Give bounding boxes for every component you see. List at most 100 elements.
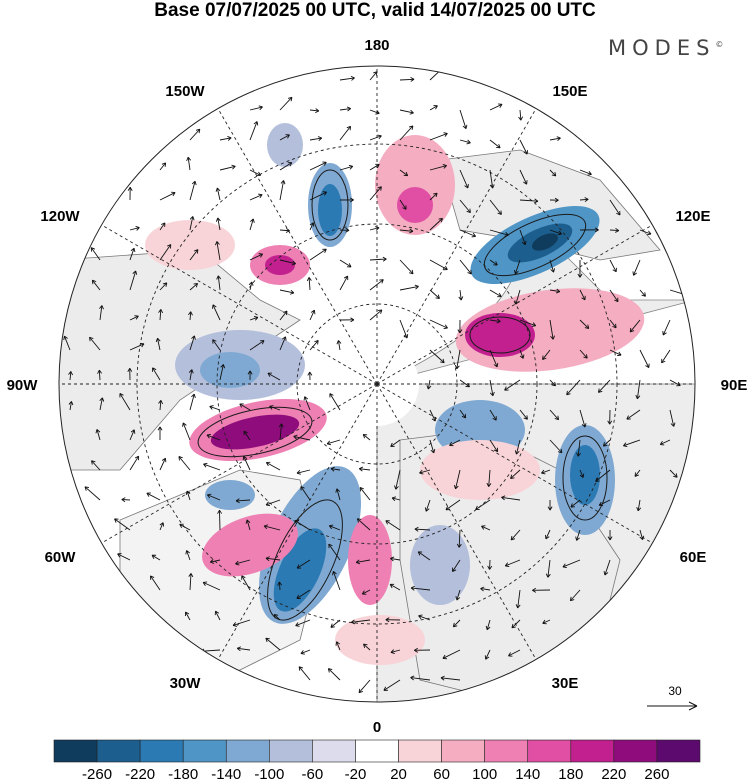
wind-arrow [562, 559, 581, 569]
wind-arrow [639, 529, 645, 540]
meridian-line [376, 224, 653, 385]
wind-arrow [303, 396, 311, 411]
wind-arrow [579, 169, 592, 176]
wind-arrow [639, 349, 650, 369]
wind-arrow [489, 409, 497, 421]
wind-arrow [189, 180, 197, 201]
wind-arrow [206, 493, 221, 501]
colorbar-swatch [398, 739, 442, 763]
wind-arrow [249, 340, 265, 351]
colorbar-tick-label: 260 [644, 766, 669, 783]
wind-arrow [429, 319, 448, 329]
wind-arrow [269, 405, 281, 411]
colorbar-tick-label: 220 [601, 766, 626, 783]
wind-arrow [279, 162, 293, 171]
colorbar-tick-label: -260 [82, 766, 112, 783]
lon-label-60e: 60E [680, 549, 707, 566]
wind-arrow [518, 109, 524, 121]
wind-arrow [309, 161, 327, 171]
wind-arrow [399, 228, 414, 234]
wind-arrow [309, 222, 315, 231]
wind-arrow [510, 469, 521, 479]
wind-arrow [249, 121, 259, 141]
wind-arrow [489, 289, 502, 298]
anomaly-high-core [210, 414, 300, 450]
wind-arrow [335, 488, 341, 501]
wind-arrow [351, 619, 371, 625]
wind-arrow [489, 259, 498, 266]
wind-arrow [159, 244, 172, 261]
wind-arrow [577, 259, 583, 278]
wind-arrow [129, 225, 140, 231]
lon-label-150e: 150E [552, 83, 587, 100]
lon-label-150w: 150W [165, 83, 205, 100]
wind-arrow [519, 349, 525, 359]
wind-arrow [576, 439, 581, 457]
wind-arrow [185, 490, 191, 501]
wind-arrow [609, 349, 622, 357]
wind-arrow [127, 368, 133, 381]
wind-arrow [309, 108, 320, 114]
reference-vector: 30 [647, 684, 698, 711]
wind-arrow [454, 349, 461, 370]
wind-arrow [249, 218, 255, 231]
anomaly-contours [197, 169, 608, 621]
wind-arrow [549, 288, 561, 294]
wind-arrow [626, 409, 641, 420]
wind-arrow [159, 282, 168, 291]
wind-arrow [399, 77, 415, 82]
wind-arrow [485, 619, 491, 631]
wind-arrow [206, 433, 221, 441]
wind-arrow [549, 319, 556, 340]
colorbar-swatch [613, 739, 658, 763]
wind-arrow [339, 317, 355, 323]
wind-arrow [328, 524, 341, 531]
wind-arrow [300, 486, 311, 501]
colorbar-swatch [312, 739, 356, 763]
wind-arrow [339, 227, 350, 233]
wind-arrow [609, 227, 620, 233]
wind-arrow [385, 520, 401, 531]
wind-arrow [326, 439, 341, 446]
wind-arrow [514, 439, 521, 455]
colorbar-swatch [656, 739, 701, 763]
wind-arrow [279, 96, 293, 111]
wind-arrow [669, 379, 681, 387]
wind-arrow [635, 379, 641, 400]
colorbar-tick-label: 20 [390, 766, 407, 783]
wind-arrow [249, 105, 263, 111]
wind-arrow [607, 529, 613, 541]
wind-arrow [508, 649, 521, 657]
wind-arrow [127, 187, 133, 201]
wind-arrow [159, 457, 167, 471]
wind-arrow [152, 367, 161, 381]
wind-arrow [249, 316, 259, 321]
wind-arrow [510, 529, 521, 541]
wind-arrow [369, 109, 380, 115]
wind-arrow [309, 191, 328, 201]
wind-arrow [489, 349, 499, 368]
wind-arrow [327, 668, 341, 681]
wind-arrow [249, 253, 264, 261]
wind-arrow [184, 611, 191, 621]
wind-arrow [369, 163, 380, 171]
wind-arrow [391, 496, 401, 502]
wind-arrow [417, 551, 431, 561]
wind-arrow [189, 282, 198, 291]
wind-arrow [440, 675, 461, 681]
wind-arrow [549, 169, 557, 177]
wind-arrow [151, 554, 161, 561]
wind-arrow [188, 311, 193, 321]
wind-arrow [296, 559, 311, 569]
wind-arrow [389, 583, 401, 591]
wind-arrow [202, 581, 221, 591]
colorbar-swatch [527, 739, 572, 763]
wind-arrow [186, 156, 192, 171]
wind-arrow [298, 666, 311, 681]
wind-arrow [369, 71, 378, 81]
wind-arrow [442, 649, 461, 660]
wind-arrow [84, 486, 101, 501]
wind-arrow [459, 409, 467, 419]
wind-arrow [329, 393, 341, 411]
wind-arrow [265, 461, 281, 471]
